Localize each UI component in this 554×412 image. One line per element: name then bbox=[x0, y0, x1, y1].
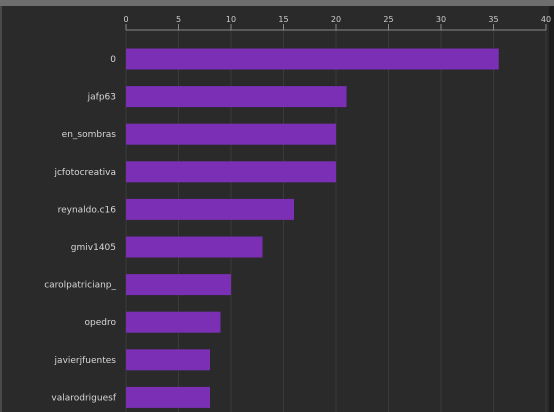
bar-jafp63 bbox=[126, 86, 347, 108]
tick-label-10: 10 bbox=[226, 15, 236, 24]
category-label-carolpatricianp_: carolpatricianp_ bbox=[44, 281, 116, 291]
bar-opedro bbox=[126, 311, 221, 333]
right-border bbox=[549, 6, 554, 412]
bar-en_sombras bbox=[126, 123, 336, 145]
bars bbox=[126, 48, 499, 408]
window-top-bar bbox=[0, 0, 554, 6]
bar-reynaldo.c16 bbox=[126, 198, 294, 220]
bar-jcfotocreativa bbox=[126, 161, 336, 183]
bar-gmiv1405 bbox=[126, 236, 263, 258]
category-labels: 0 jafp63 en_sombras jcfotocreativa reynaldo.… bbox=[44, 55, 117, 403]
tick-label-0: 0 bbox=[123, 15, 128, 24]
tick-label-15: 15 bbox=[278, 15, 288, 24]
category-label-valarodriguesf: valarodriguesf bbox=[51, 393, 116, 403]
category-label-reynaldo.c16: reynaldo.c16 bbox=[58, 205, 117, 215]
bar-carolpatricianp_ bbox=[126, 274, 231, 296]
tick-label-30: 30 bbox=[436, 15, 446, 24]
tick-label-35: 35 bbox=[488, 15, 498, 24]
bar-valarodriguesf bbox=[126, 386, 210, 408]
x-axis-ticks: 0 5 10 15 20 25 30 35 40 bbox=[123, 15, 551, 31]
tick-label-20: 20 bbox=[331, 15, 341, 24]
category-label-javierjfuentes: javierjfuentes bbox=[54, 356, 117, 366]
category-label-0: 0 bbox=[110, 55, 116, 65]
left-border bbox=[0, 6, 2, 412]
category-label-jcfotocreativa: jcfotocreativa bbox=[53, 168, 116, 178]
bar-0 bbox=[126, 48, 499, 70]
tick-label-5: 5 bbox=[176, 15, 181, 24]
bar-javierjfuentes bbox=[126, 349, 210, 371]
tick-label-40: 40 bbox=[541, 15, 551, 24]
tick-label-25: 25 bbox=[383, 15, 393, 24]
category-label-opedro: opedro bbox=[85, 318, 117, 328]
category-label-en_sombras: en_sombras bbox=[62, 130, 117, 140]
category-label-gmiv1405: gmiv1405 bbox=[71, 243, 116, 253]
category-label-jafp63: jafp63 bbox=[87, 93, 116, 103]
